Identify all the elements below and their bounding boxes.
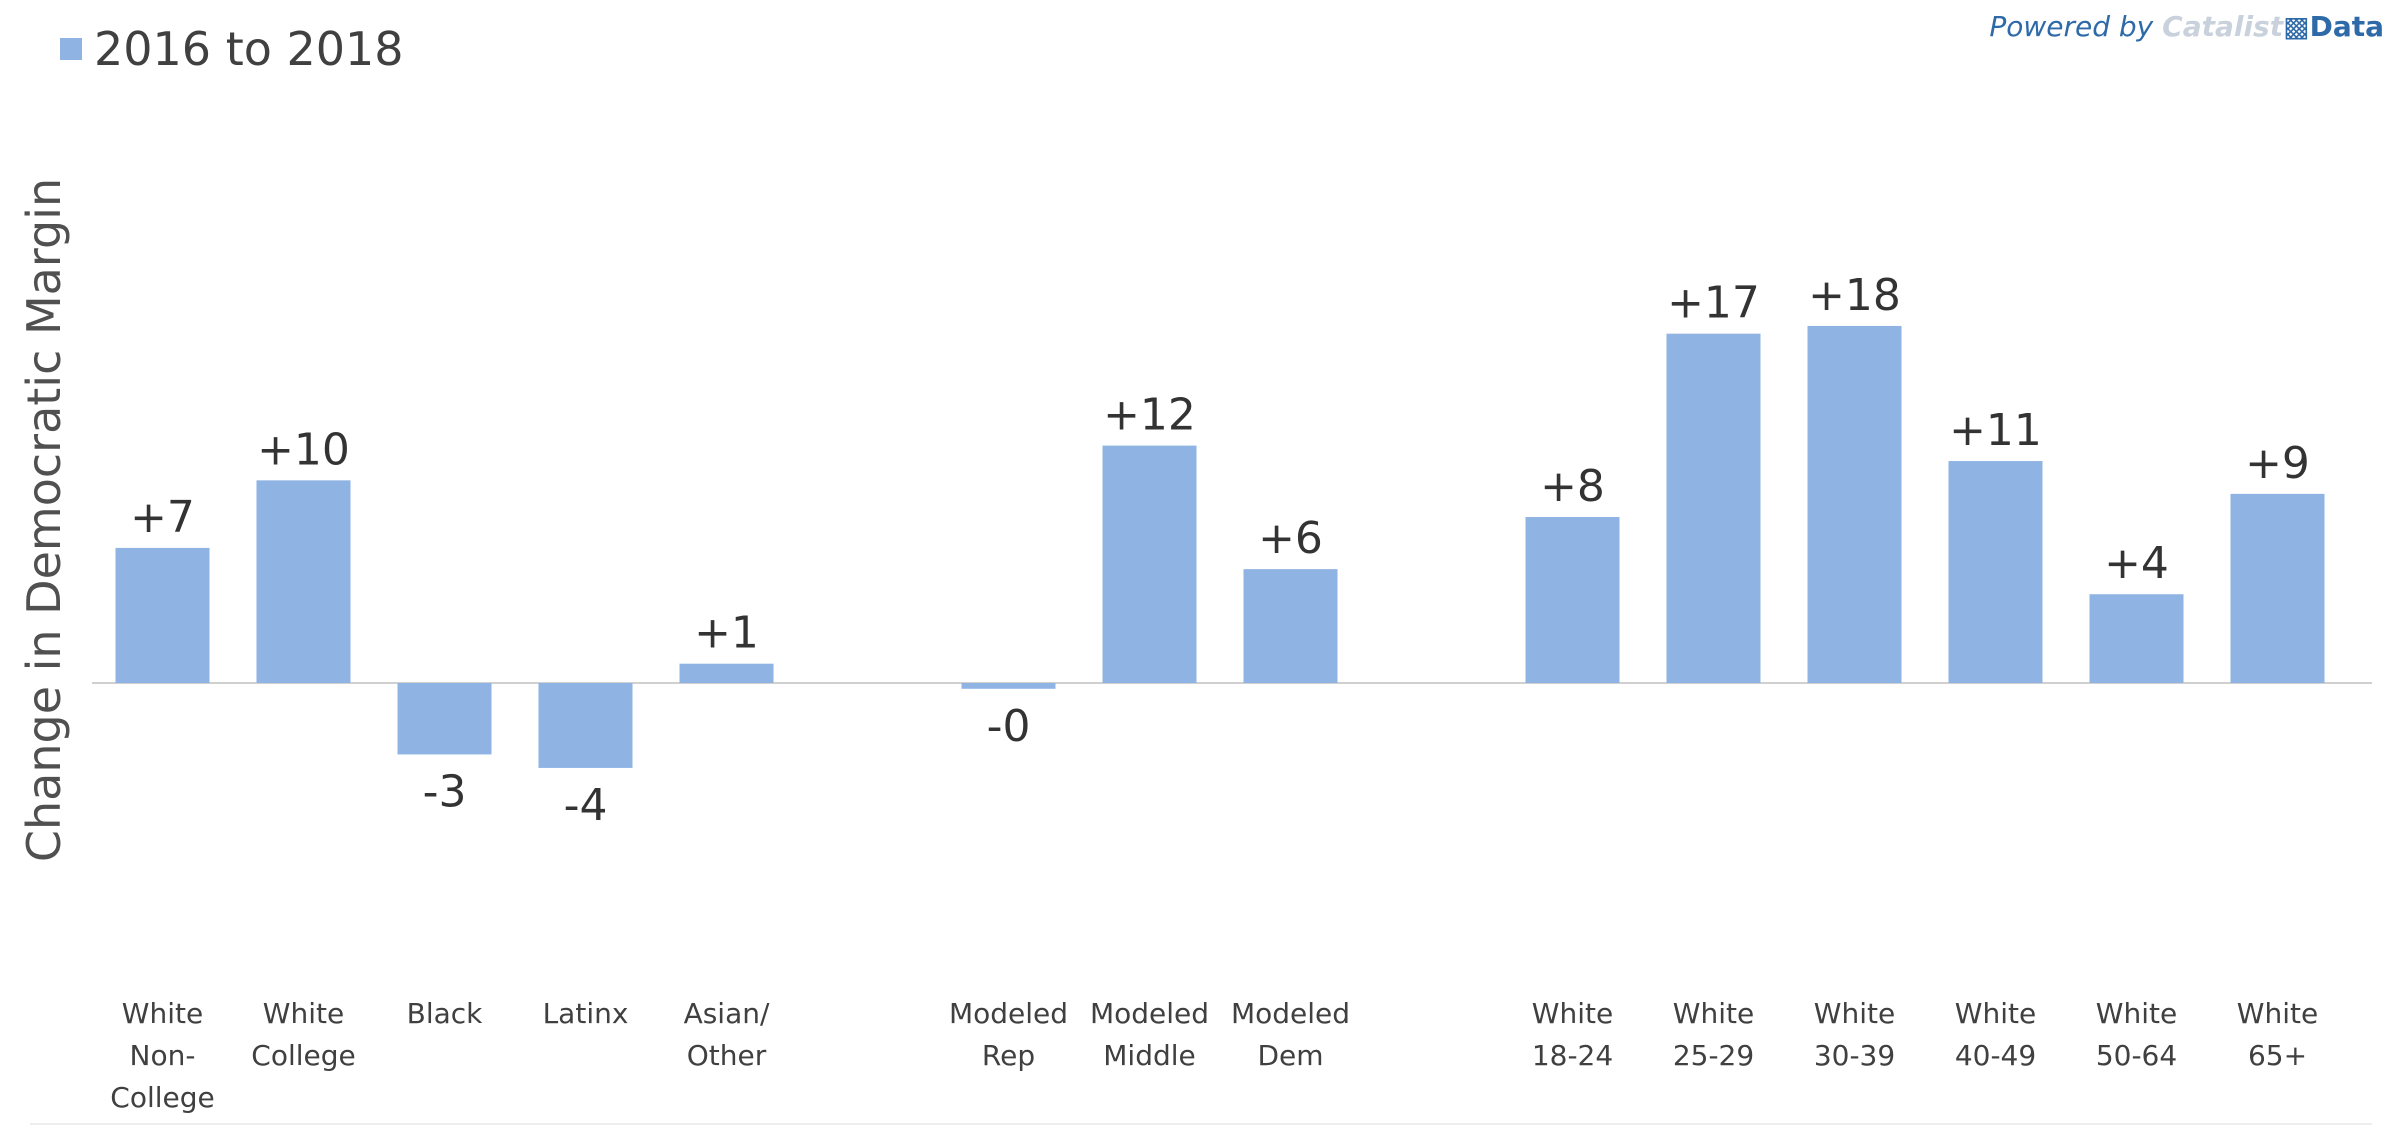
bar-white-65- — [2230, 493, 2325, 683]
category-label: Asian/Other — [684, 997, 770, 1072]
bar-latinx — [538, 683, 633, 768]
category-label: Modeled Dem — [1231, 997, 1350, 1072]
data-label: -4 — [564, 780, 608, 831]
data-label: +18 — [1808, 270, 1901, 321]
legend-swatch — [60, 38, 82, 60]
category-label: White 30-39 — [1814, 997, 1895, 1072]
data-label: -0 — [987, 701, 1031, 752]
legend: 2016 to 2018 — [60, 22, 404, 76]
category-label: White 18-24 — [1532, 997, 1613, 1072]
category-label: Latinx — [543, 997, 629, 1030]
category-label: Modeled Middle — [1090, 997, 1209, 1072]
category-label: White 40-49 — [1955, 997, 2036, 1072]
bar-white-non-college — [115, 547, 210, 683]
category-label: White 65+ — [2237, 997, 2318, 1072]
data-label: +1 — [694, 608, 759, 659]
bar-white-college — [256, 480, 351, 683]
brand-data: Data — [2309, 10, 2384, 43]
brand-catalist: Catalist — [2162, 10, 2284, 43]
data-label: +10 — [257, 424, 350, 475]
bar-white-18-24 — [1525, 517, 1620, 683]
data-label: +7 — [130, 492, 195, 543]
brand-powered-by: Powered by — [1989, 10, 2154, 43]
data-label: +6 — [1258, 513, 1323, 564]
data-label: +8 — [1540, 461, 1605, 512]
data-label: +4 — [2104, 538, 2169, 589]
category-label: White Non-College — [110, 997, 214, 1114]
brand-logo: Powered by Catalist▩Data — [1989, 10, 2384, 43]
data-label: +12 — [1103, 390, 1196, 441]
bar-white-40-49 — [1948, 461, 2043, 683]
category-label: Black — [407, 997, 484, 1030]
category-label: White 50-64 — [2096, 997, 2177, 1072]
bar-black — [397, 683, 492, 755]
data-label: -3 — [423, 766, 467, 817]
brand-data-icon: ▩ — [2283, 10, 2310, 43]
bar-asian-other — [679, 663, 774, 683]
bar-modeled-dem — [1243, 569, 1338, 683]
data-label: +11 — [1949, 405, 2042, 456]
bar-modeled-rep — [961, 683, 1056, 689]
data-label: +9 — [2245, 438, 2310, 489]
bar-modeled-middle — [1102, 445, 1197, 683]
category-label: Modeled Rep — [949, 997, 1068, 1072]
bar-white-25-29 — [1666, 333, 1761, 683]
legend-label: 2016 to 2018 — [94, 22, 404, 76]
category-label: White 25-29 — [1673, 997, 1754, 1072]
bar-white-30-39 — [1807, 325, 1902, 683]
data-label: +17 — [1667, 278, 1760, 329]
bar-white-50-64 — [2089, 594, 2184, 683]
category-label: White College — [251, 997, 355, 1072]
